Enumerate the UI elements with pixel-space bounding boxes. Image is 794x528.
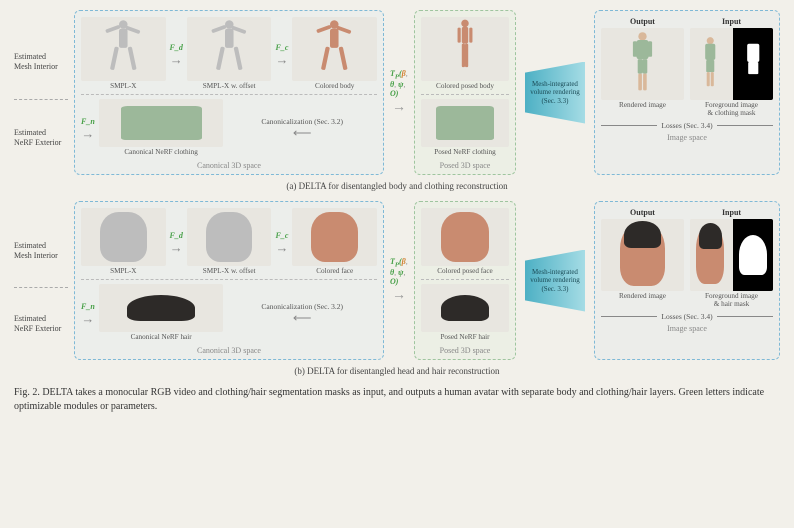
canonical-space-box: SMPL-X F_d→ SMPL-X w. offset F_c→ Colore… — [74, 10, 384, 175]
row-nerf-exterior-b: F_n→ Canonical NeRF hair Canonicalizatio… — [81, 279, 377, 343]
row-nerf-exterior: F_n→ Canonical NeRF clothing Canonicaliz… — [81, 94, 377, 158]
image-space-box: Output Rendered image Input Foreground i… — [594, 10, 780, 175]
stage-canonical-nerf-hair: Canonical NeRF hair — [99, 284, 224, 343]
arrow-to-posed: TP(β, θ, ψ, O) → — [390, 10, 408, 175]
rendered-image-b — [601, 219, 684, 291]
posed-row1-b: Colored posed face — [421, 208, 509, 277]
output-input-grid: Output Rendered image Input Foreground i… — [601, 17, 773, 117]
input-column: Input Foreground image& clothing mask — [690, 17, 773, 117]
label-nerf-exterior: EstimatedNeRF Exterior — [14, 99, 68, 175]
image-space-box-b: Output Rendered image Input Foreground i… — [594, 201, 780, 360]
output-column-b: Output Rendered image — [601, 208, 684, 308]
stage-colored-posed-body: Colored posed body — [421, 17, 509, 92]
arrow-to-posed-b: TP(β, θ, ψ, O) → — [390, 201, 408, 360]
row-mesh-interior: SMPL-X F_d→ SMPL-X w. offset F_c→ Colore… — [81, 17, 377, 92]
arrow-fc: F_c→ — [275, 44, 288, 66]
trapezoid-rendering: Mesh-integratedvolume rendering(Sec. 3.3… — [522, 10, 588, 175]
input-images-b — [690, 219, 773, 291]
arrow-fn: F_n→ — [81, 118, 95, 140]
rendered-image — [601, 28, 684, 100]
posed-space-label: Posed 3D space — [421, 161, 509, 170]
panel-a-left-labels: EstimatedMesh Interior EstimatedNeRF Ext… — [14, 10, 68, 175]
arrow-fd: F_d→ — [170, 44, 183, 66]
input-images — [690, 28, 773, 100]
label-nerf-exterior-b: EstimatedNeRF Exterior — [14, 287, 68, 360]
losses-arrow: Losses (Sec. 3.4) — [601, 121, 773, 130]
arrow-fc-b: F_c→ — [275, 232, 288, 254]
panel-a: EstimatedMesh Interior EstimatedNeRF Ext… — [14, 10, 780, 175]
arrow-fn-b: F_n→ — [81, 303, 95, 325]
figure-2: EstimatedMesh Interior EstimatedNeRF Ext… — [14, 10, 780, 414]
canonical-space-label-b: Canonical 3D space — [81, 346, 377, 355]
stage-smplx: SMPL-X — [81, 17, 166, 92]
posed-row2-b: Posed NeRF hair — [421, 279, 509, 343]
panel-b: EstimatedMesh Interior EstimatedNeRF Ext… — [14, 201, 780, 360]
stage-canonical-nerf-clothing: Canonical NeRF clothing — [99, 99, 224, 158]
stage-posed-nerf-hair: Posed NeRF hair — [421, 284, 509, 343]
label-mesh-interior-b: EstimatedMesh Interior — [14, 215, 68, 287]
input-column-b: Input Foreground image& hair mask — [690, 208, 773, 308]
output-input-grid-b: Output Rendered image Input Foreground i… — [601, 208, 773, 308]
losses-arrow-b: Losses (Sec. 3.4) — [601, 312, 773, 321]
row-mesh-interior-b: SMPL-X F_d→ SMPL-X w. offset F_c→ Colore… — [81, 208, 377, 277]
arrow-canonicalization: Canonicalization (Sec. 3.2) ⟵ — [227, 118, 377, 140]
image-space-label: Image space — [601, 133, 773, 142]
stage-smplx-head: SMPL-X — [81, 208, 166, 277]
stage-colored-posed-face: Colored posed face — [421, 208, 509, 277]
stage-colored-body: Colored body — [292, 17, 377, 92]
panel-b-caption: (b) DELTA for disentangled head and hair… — [14, 366, 780, 376]
posed-row2: Posed NeRF clothing — [421, 94, 509, 158]
arrow-canonicalization-b: Canonicalization (Sec. 3.2) ⟵ — [227, 303, 377, 325]
figure-caption: Fig. 2. DELTA takes a monocular RGB vide… — [14, 386, 780, 414]
stage-smplx-offset-head: SMPL-X w. offset — [187, 208, 272, 277]
panel-b-left-labels: EstimatedMesh Interior EstimatedNeRF Ext… — [14, 201, 68, 360]
posed-space-box: Colored posed body Posed NeRF clothing P… — [414, 10, 516, 175]
canonical-space-box-b: SMPL-X F_d→ SMPL-X w. offset F_c→ Colore… — [74, 201, 384, 360]
arrow-fd-b: F_d→ — [170, 232, 183, 254]
stage-smplx-offset: SMPL-X w. offset — [187, 17, 272, 92]
trapezoid-rendering-b: Mesh-integratedvolume rendering(Sec. 3.3… — [522, 201, 588, 360]
stage-posed-nerf-clothing: Posed NeRF clothing — [421, 99, 509, 158]
image-space-label-b: Image space — [601, 324, 773, 333]
posed-space-box-b: Colored posed face Posed NeRF hair Posed… — [414, 201, 516, 360]
output-column: Output Rendered image — [601, 17, 684, 117]
label-mesh-interior: EstimatedMesh Interior — [14, 24, 68, 99]
posed-row1: Colored posed body — [421, 17, 509, 92]
panel-a-caption: (a) DELTA for disentangled body and clot… — [14, 181, 780, 191]
canonical-space-label: Canonical 3D space — [81, 161, 377, 170]
stage-colored-face: Colored face — [292, 208, 377, 277]
posed-space-label-b: Posed 3D space — [421, 346, 509, 355]
